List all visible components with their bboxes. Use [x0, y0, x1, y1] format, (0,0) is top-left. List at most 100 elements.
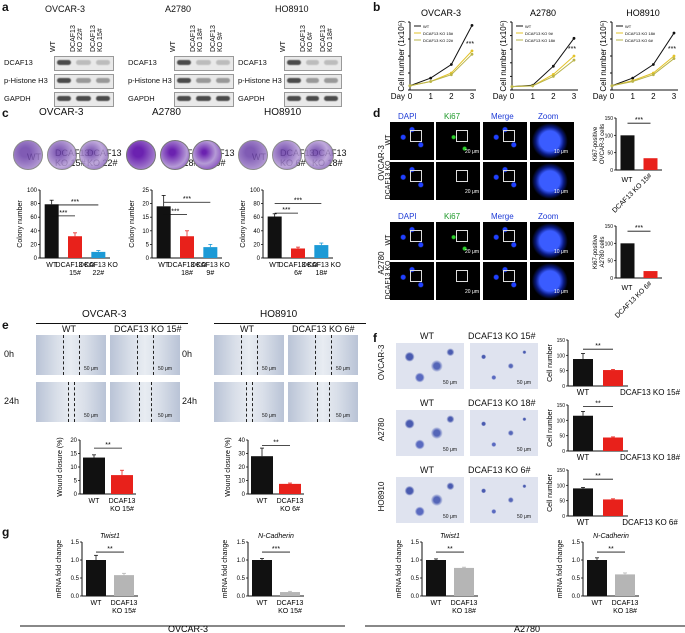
y-tick-label: 0 [257, 256, 261, 262]
x-tick-label: 0 [610, 92, 615, 101]
ki67-column-header: Ki67 [444, 112, 461, 121]
wound-edge-left [315, 335, 316, 375]
bar [603, 370, 623, 386]
wound-edge-left [317, 382, 318, 422]
significance-label: *** [635, 117, 643, 124]
legend-label: DCAF13 KO 6# [625, 38, 654, 43]
series-line [511, 59, 575, 88]
significance-label: *** [71, 199, 79, 206]
x-tick-label: DCAF13 KO [302, 262, 341, 269]
x-tick-label: WT [257, 498, 269, 505]
ki67-bar-chart-1: 0 50 100 150 *** Ki67-positive A2780 cells WTDC… [593, 224, 662, 320]
legend-label: DCAF13 KO 22# [423, 38, 454, 43]
blot-band [95, 96, 110, 101]
data-point [429, 80, 433, 83]
x-tick-label: DCAF13 [451, 600, 478, 607]
y-tick-label: 80 [30, 202, 37, 208]
x-tick-label: DCAF13 [111, 600, 138, 607]
bar [603, 437, 623, 451]
significance-label: *** [59, 210, 67, 217]
blot-band [287, 60, 301, 65]
y-axis-label: Colony number [129, 200, 136, 248]
ki67-micrograph [390, 122, 434, 160]
lane-label: KO 6# [307, 32, 314, 52]
panel-letter-e: e [2, 318, 9, 332]
y-axis-label: Wound closure (%) [57, 437, 64, 496]
x-tick-label: WT [622, 285, 634, 292]
transwell-cell-label: A2780 [377, 417, 386, 442]
bar [603, 499, 623, 516]
colony-dish [192, 140, 222, 170]
panel-letter-a: a [2, 0, 9, 14]
significance-label: *** [294, 198, 302, 205]
ki67-column-header: DAPI [398, 112, 417, 121]
x-tick-label: WT [431, 600, 443, 607]
ki67-micrograph [530, 122, 574, 160]
blot-band [76, 60, 91, 65]
time-label: 0h [182, 349, 193, 359]
bar [252, 560, 272, 596]
data-point [651, 73, 655, 77]
y-axis-label: Ki67-positive [593, 126, 599, 161]
row-label: GAPDH [4, 94, 31, 103]
scale-bar-label: 50 μm [517, 380, 531, 386]
zoom-box [456, 270, 468, 282]
zoom-box [503, 270, 515, 282]
x-tick-label: 2 [651, 92, 656, 101]
blot-strip-phh3 [284, 74, 342, 89]
lane-label: KO 18# [197, 28, 204, 52]
data-point [551, 64, 555, 68]
ki67-column-header: Merge [491, 112, 514, 121]
data-point [572, 36, 576, 40]
x-tick-label: 1 [428, 92, 433, 101]
y-tick-label: 1.0 [71, 558, 80, 564]
x-tick-label: KO 15# [110, 506, 134, 513]
blot-band [287, 78, 301, 83]
lane-label: DCAF13 [70, 25, 77, 52]
blot-band [76, 96, 91, 101]
bar [279, 483, 301, 494]
wound-edge-right [151, 382, 152, 422]
y-tick-label: 0 [34, 256, 38, 262]
row-label: GAPDH [238, 94, 265, 103]
y-tick-label: 150 [557, 338, 566, 344]
data-point [429, 76, 433, 80]
blot-band [324, 60, 338, 65]
series-line [611, 58, 675, 87]
y-axis-label: mRNA fold change [557, 540, 564, 598]
y-tick-label: 50 [559, 369, 565, 375]
y-tick-label: 150 [557, 468, 566, 474]
wound-image [288, 335, 358, 375]
scale-bar-label: 10 μm [554, 149, 568, 155]
y-tick-label: 40 [238, 438, 245, 444]
bar [643, 158, 658, 170]
bar [620, 243, 635, 278]
scale-bar-label: 10 μm [554, 189, 568, 195]
y-tick-label: 50 [607, 259, 613, 265]
x-tick-label: WT [158, 262, 170, 269]
ki67-micrograph [530, 162, 574, 200]
y-tick-label: 0.5 [572, 576, 581, 582]
y-axis-label: mRNA fold change [396, 540, 403, 598]
scale-bar-label: 50 μm [158, 366, 172, 372]
scale-bar-label: 10 μm [554, 289, 568, 295]
bar [86, 560, 106, 596]
y-tick-label: 40 [30, 229, 37, 235]
chart-title: OVCAR-3 [421, 8, 461, 18]
significance-label: *** [272, 546, 280, 553]
transwell-image [396, 343, 464, 389]
x-tick-label: WT [622, 177, 634, 184]
significance-label: ** [273, 439, 279, 446]
transwell-image [396, 477, 464, 523]
y-tick-label: 20 [30, 242, 37, 248]
x-tick-label: 18# [181, 270, 193, 277]
transwell-header-wt: WT [420, 331, 434, 341]
